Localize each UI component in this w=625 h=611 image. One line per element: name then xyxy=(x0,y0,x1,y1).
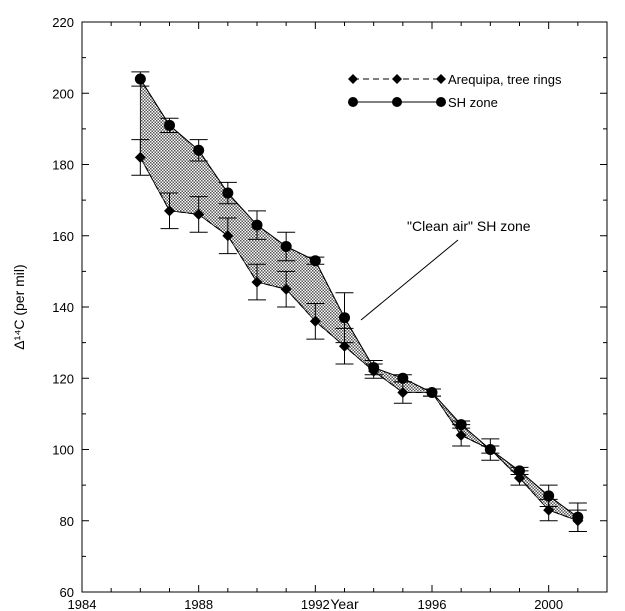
series-line-arequipa xyxy=(139,157,579,522)
marker-arequipa xyxy=(251,276,263,288)
legend-marker-arequipa xyxy=(436,74,446,84)
y-tick-label: 180 xyxy=(52,158,74,173)
marker-sh-zone xyxy=(368,362,380,374)
legend-marker-sh-zone xyxy=(348,97,358,107)
marker-arequipa xyxy=(164,205,175,217)
marker-sh-zone xyxy=(426,387,438,398)
y-tick-label: 200 xyxy=(52,86,74,101)
error-bar-layer xyxy=(131,71,587,532)
marker-sh-zone xyxy=(280,240,292,252)
marker-sh-zone xyxy=(251,219,263,231)
legend-marker-arequipa xyxy=(392,74,402,84)
x-tick-label: 1984 xyxy=(68,597,97,611)
y-axis-label: Δ¹⁴C (per mil) xyxy=(11,264,27,349)
y-tick-label: 160 xyxy=(52,229,74,244)
legend-marker-sh-zone xyxy=(436,97,446,107)
marker-arequipa xyxy=(455,429,467,441)
marker-sh-zone xyxy=(339,312,350,324)
marker-arequipa xyxy=(543,504,555,516)
marker-arequipa xyxy=(134,151,146,163)
marker-sh-zone xyxy=(514,465,525,477)
marker-sh-zone xyxy=(164,119,175,131)
y-tick-label: 100 xyxy=(52,443,74,458)
x-tick-label: 1996 xyxy=(418,597,447,611)
marker-arequipa xyxy=(397,387,409,398)
marker-arequipa xyxy=(339,340,350,352)
annotation-leader-line xyxy=(360,239,459,321)
y-tick-label: 120 xyxy=(52,371,74,386)
x-tick-label: 1992 xyxy=(301,597,330,611)
shaded-region xyxy=(139,77,579,522)
legend-label-arequipa: Arequipa, tree rings xyxy=(448,72,562,87)
marker-sh-zone xyxy=(397,372,409,384)
marker-sh-zone xyxy=(543,490,555,502)
x-tick-label: 2000 xyxy=(534,597,563,611)
marker-sh-zone xyxy=(134,73,146,85)
marker-arequipa xyxy=(193,208,205,220)
marker-arequipa xyxy=(222,230,234,242)
series-line-sh-zone xyxy=(139,78,579,518)
legend: Arequipa, tree rings SH zone xyxy=(348,72,562,110)
x-tick-label: 1988 xyxy=(184,597,213,611)
marker-sh-zone xyxy=(484,444,496,455)
tick-layer: 60 80 100 120 140 160 180 200 220 1984 1988 1992 199… xyxy=(52,15,608,611)
y-tick-label: 60 xyxy=(60,585,74,600)
legend-marker-arequipa xyxy=(348,74,358,84)
legend-marker-sh-zone xyxy=(392,97,402,107)
y-tick-label: 80 xyxy=(60,514,74,529)
marker-layer xyxy=(134,73,584,527)
marker-sh-zone xyxy=(222,187,234,199)
y-tick-label: 140 xyxy=(52,300,74,315)
series-line-layer xyxy=(139,78,579,522)
legend-label-sh-zone: SH zone xyxy=(448,95,498,110)
marker-arequipa xyxy=(280,283,292,295)
marker-sh-zone xyxy=(572,511,584,523)
marker-sh-zone xyxy=(193,144,205,156)
marker-sh-zone xyxy=(455,419,467,431)
y-tick-label: 220 xyxy=(52,15,74,30)
shaded-region-layer xyxy=(139,77,579,522)
marker-sh-zone xyxy=(309,255,321,267)
marker-arequipa xyxy=(309,315,321,327)
x-axis-label: Year xyxy=(330,596,359,611)
annotation-label: "Clean air" SH zone xyxy=(407,218,531,234)
